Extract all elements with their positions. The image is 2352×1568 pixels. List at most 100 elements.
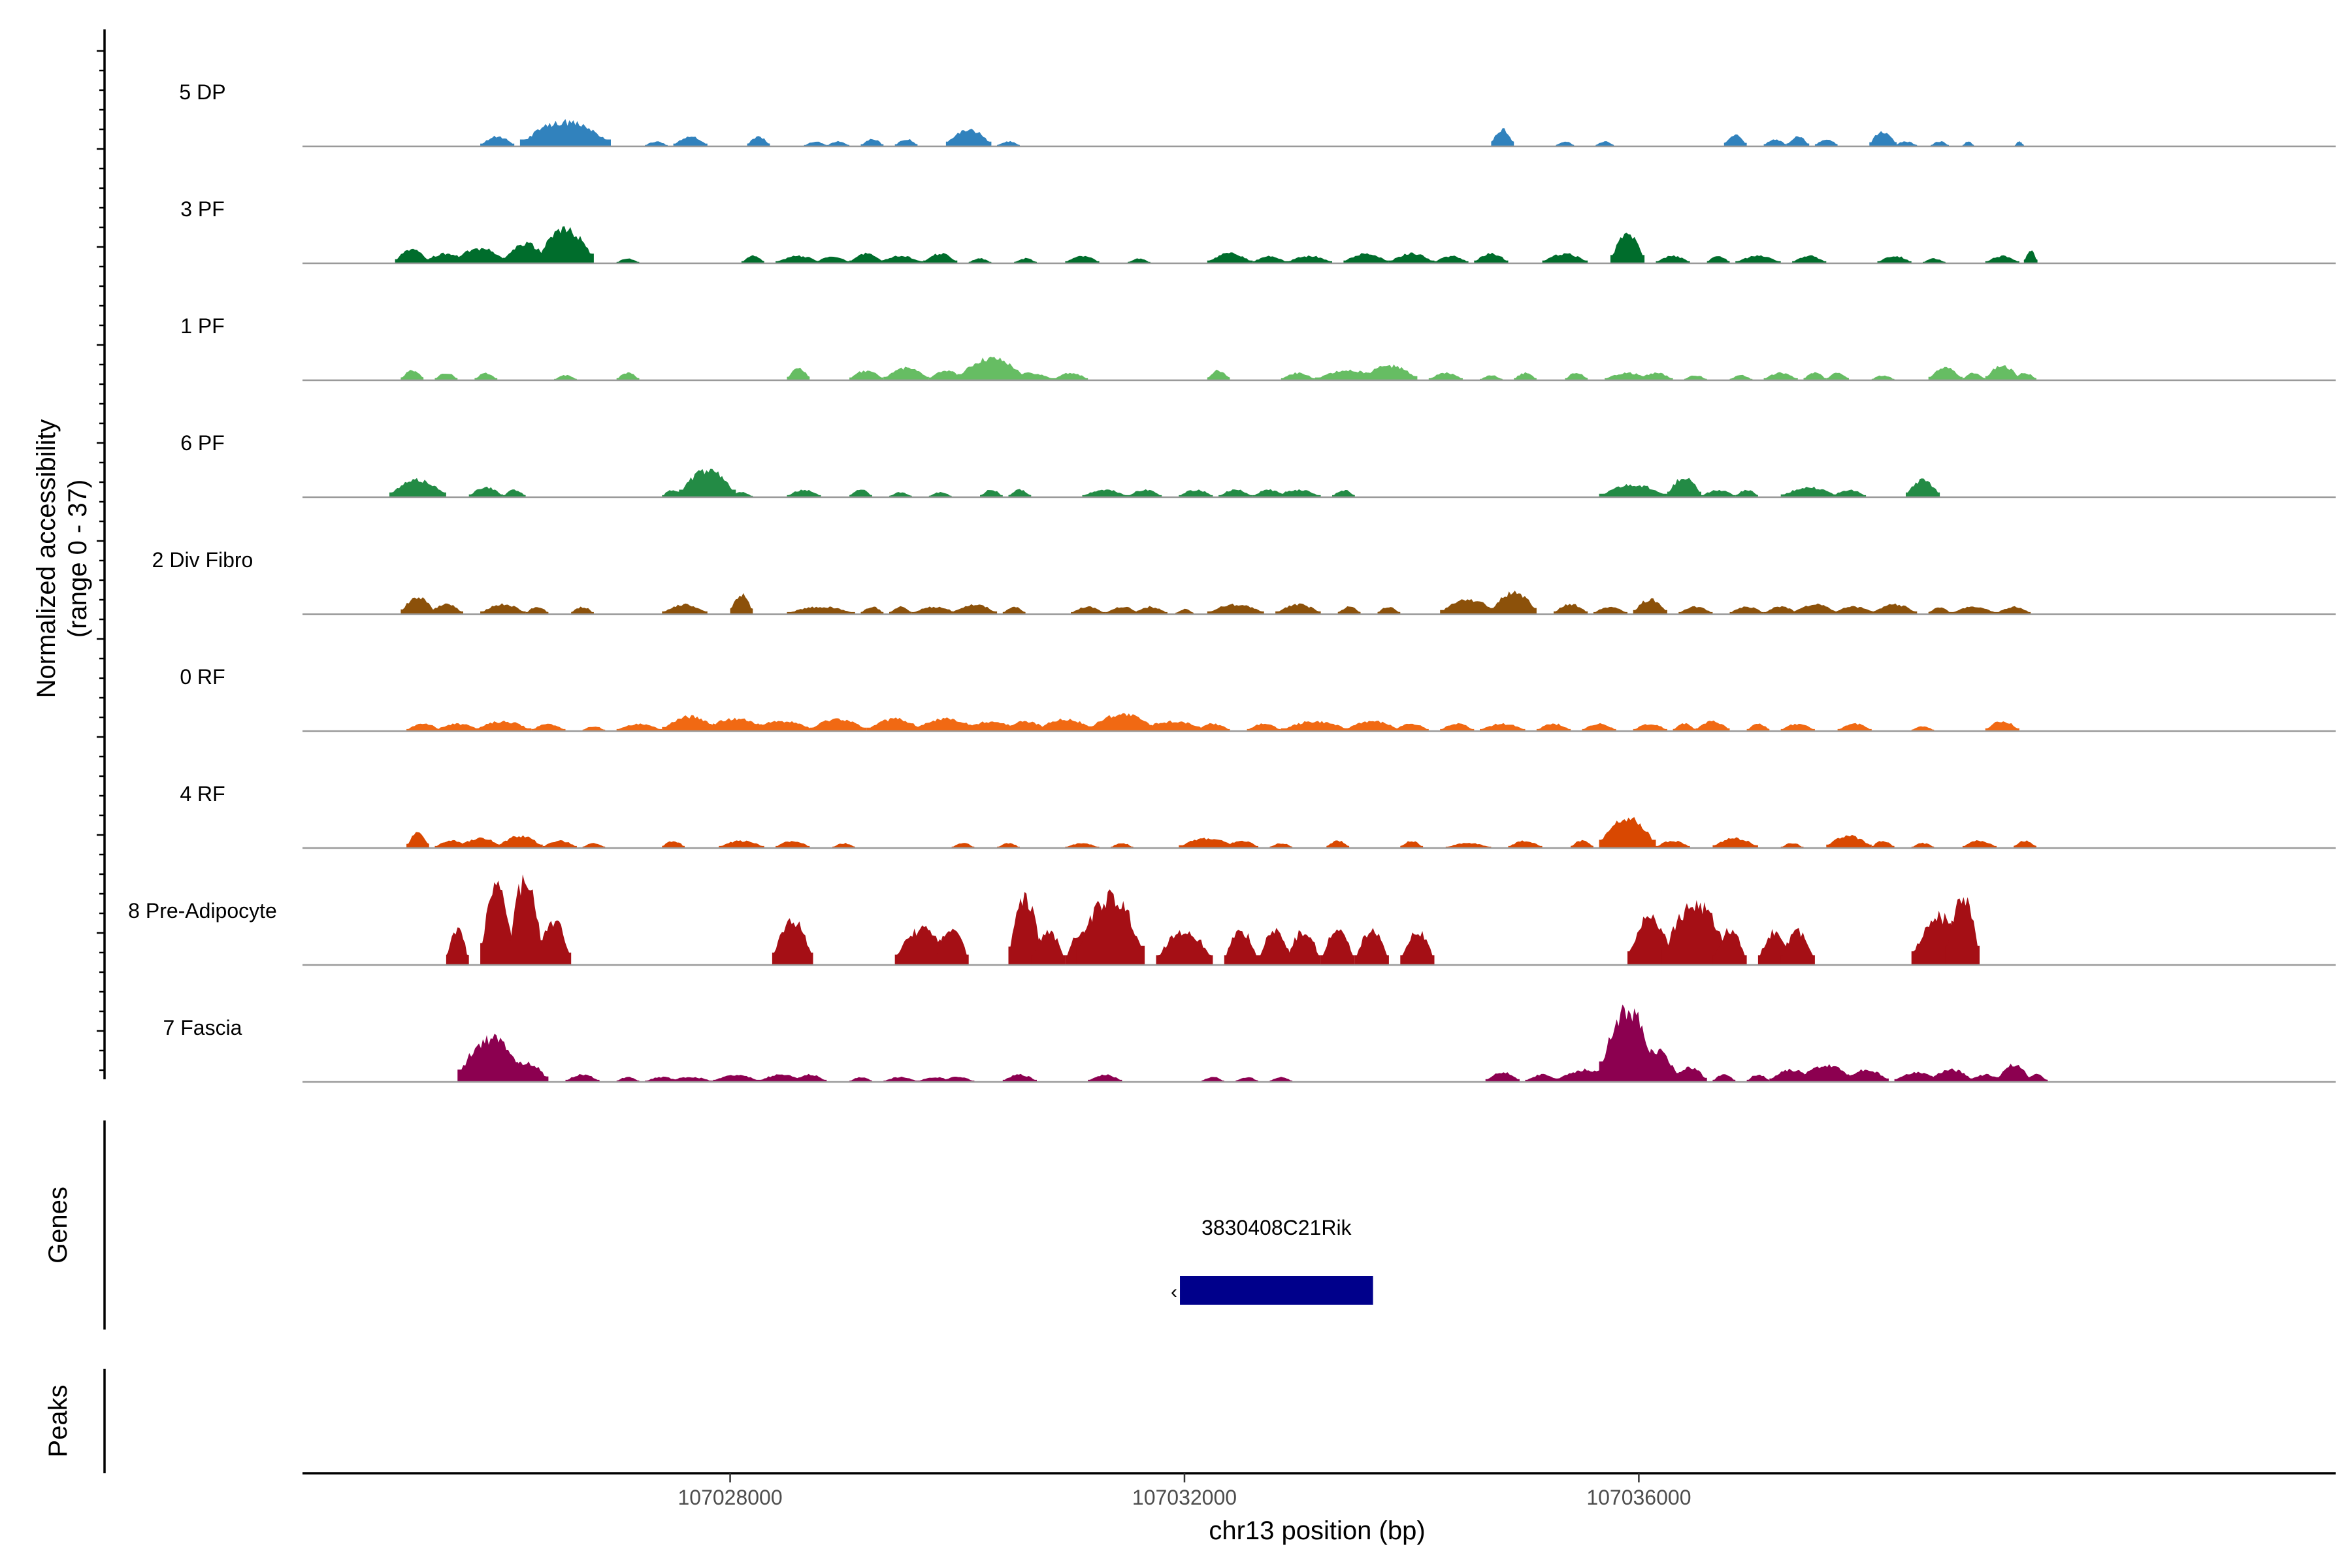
peak-2-div-fibro-30: [1832, 606, 1878, 614]
peaks-panel-title: Peaks: [44, 1384, 73, 1457]
peak-3-pf-12: [968, 258, 992, 263]
peak-3-pf-31: [1985, 255, 2019, 263]
peak-7-fascia-17: [1269, 1077, 1293, 1082]
peak-8-pre-adipocyte-15: [1320, 929, 1355, 965]
peak-1-pf-9: [957, 356, 1026, 380]
peak-6-pf-14: [1179, 489, 1213, 497]
track-2-div-fibro: 2 Div Fibro: [152, 548, 2336, 615]
peak-6-pf-1: [468, 486, 503, 497]
peak-8-pre-adipocyte-11: [1156, 930, 1213, 965]
track-6-pf: 6 PF: [180, 431, 2336, 498]
peak-7-fascia-2: [565, 1074, 600, 1082]
peak-3-pf-14: [1065, 255, 1100, 263]
peak-0-rf-31: [1837, 723, 1872, 731]
peak-1-pf-28: [1928, 367, 1963, 380]
peak-7-fascia-3: [616, 1077, 640, 1082]
peak-4-rf-21: [1571, 840, 1593, 848]
peak-3-pf-23: [1542, 253, 1588, 263]
peak-3-pf-15: [1128, 258, 1151, 263]
peak-5-dp-0: [480, 135, 515, 146]
peak-2-div-fibro-5: [662, 603, 708, 614]
peak-7-fascia-6: [713, 1075, 759, 1082]
peak-7-fascia-30: [1928, 1068, 1974, 1082]
peak-6-pf-13: [1128, 489, 1162, 497]
peak-3-pf-16: [1207, 252, 1253, 263]
peak-6-pf-22: [1735, 489, 1758, 497]
peak-2-div-fibro-8: [860, 606, 884, 614]
peak-6-pf-7: [849, 489, 872, 497]
peak-5-dp-10: [997, 140, 1020, 146]
peak-5-dp-12: [1556, 141, 1575, 146]
peak-5-dp-9: [945, 129, 992, 146]
peak-4-rf-12: [1065, 843, 1100, 848]
peak-0-rf-26: [1633, 724, 1667, 731]
peak-8-pre-adipocyte-3: [537, 920, 572, 965]
peak-1-pf-19: [1565, 373, 1588, 380]
peak-5-dp-21: [1962, 141, 1974, 146]
peak-1-pf-7: [883, 367, 929, 380]
peak-3-pf-18: [1286, 255, 1332, 263]
peak-1-pf-31: [2014, 373, 2036, 380]
peak-5-dp-5: [804, 141, 827, 146]
peak-3-pf-27: [1735, 255, 1781, 263]
peak-2-div-fibro-16: [1175, 608, 1194, 614]
peak-3-pf-2: [451, 248, 509, 263]
peak-4-rf-27: [1871, 841, 1895, 848]
peak-7-fascia-31: [1968, 1073, 2002, 1082]
peak-3-pf-25: [1656, 255, 1690, 263]
track-label: 3 PF: [180, 197, 225, 221]
coverage-tracks: 5 DP 3 PF 1 PF 6 PF 2 Div Fibro 0 RF 4 RF 8 Pre…: [128, 80, 2336, 1083]
peak-2-div-fibro-10: [911, 606, 958, 614]
peak-5-dp-16: [1786, 136, 1810, 146]
peak-6-pf-10: [980, 490, 1003, 497]
peak-4-rf-18: [1400, 841, 1424, 848]
peak-0-rf-32: [1911, 726, 1935, 731]
peak-2-div-fibro-22: [1491, 590, 1537, 614]
peak-3-pf-17: [1252, 255, 1287, 263]
peak-7-fascia-23: [1673, 1066, 1707, 1082]
peak-2-div-fibro-6: [730, 593, 753, 614]
peak-8-pre-adipocyte-1: [480, 880, 515, 965]
track-label: 5 DP: [179, 80, 225, 104]
peak-2-div-fibro-13: [1071, 606, 1105, 614]
peak-6-pf-6: [787, 489, 821, 497]
peak-2-div-fibro-11: [951, 604, 998, 614]
peak-8-pre-adipocyte-17: [1400, 931, 1435, 965]
peak-6-pf-11: [1008, 489, 1032, 497]
peak-2-div-fibro-0: [400, 597, 435, 614]
track-label: 6 PF: [180, 431, 225, 455]
peak-2-div-fibro-19: [1337, 606, 1361, 614]
peak-0-rf-0: [406, 723, 441, 731]
peak-7-fascia-16: [1235, 1077, 1258, 1082]
peak-2-div-fibro-24: [1593, 606, 1627, 614]
peak-3-pf-13: [1014, 257, 1037, 263]
peak-3-pf-21: [1434, 255, 1469, 263]
peak-1-pf-27: [1871, 375, 1895, 380]
peak-7-fascia-32: [1997, 1064, 2031, 1082]
peak-5-dp-20: [1931, 141, 1949, 146]
peak-5-dp-7: [860, 139, 884, 146]
track-3-pf: 3 PF: [180, 197, 2336, 265]
peak-8-pre-adipocyte-4: [772, 918, 813, 965]
peak-7-fascia-15: [1201, 1077, 1224, 1082]
peak-8-pre-adipocyte-22: [1780, 928, 1815, 965]
peak-0-rf-24: [1536, 723, 1571, 731]
peak-3-pf-6: [741, 255, 764, 263]
peak-8-pre-adipocyte-13: [1258, 928, 1293, 965]
peak-0-rf-22: [1440, 723, 1475, 731]
peak-2-div-fibro-2: [480, 603, 526, 614]
peak-7-fascia-5: [667, 1077, 713, 1082]
peak-0-rf-29: [1746, 723, 1770, 731]
peak-3-pf-29: [1877, 256, 1912, 263]
peak-1-pf-30: [1985, 365, 2019, 380]
peak-1-pf-29: [1962, 372, 1985, 380]
peak-0-rf-2: [474, 721, 532, 731]
gene-label: 3830408C21Rik: [1201, 1216, 1352, 1239]
peak-8-pre-adipocyte-7: [1008, 892, 1043, 965]
peak-5-dp-3: [673, 137, 708, 146]
peak-2-div-fibro-29: [1792, 603, 1838, 614]
peak-0-rf-14: [1037, 718, 1094, 731]
peak-3-pf-19: [1343, 253, 1389, 263]
peak-7-fascia-12: [940, 1077, 975, 1082]
